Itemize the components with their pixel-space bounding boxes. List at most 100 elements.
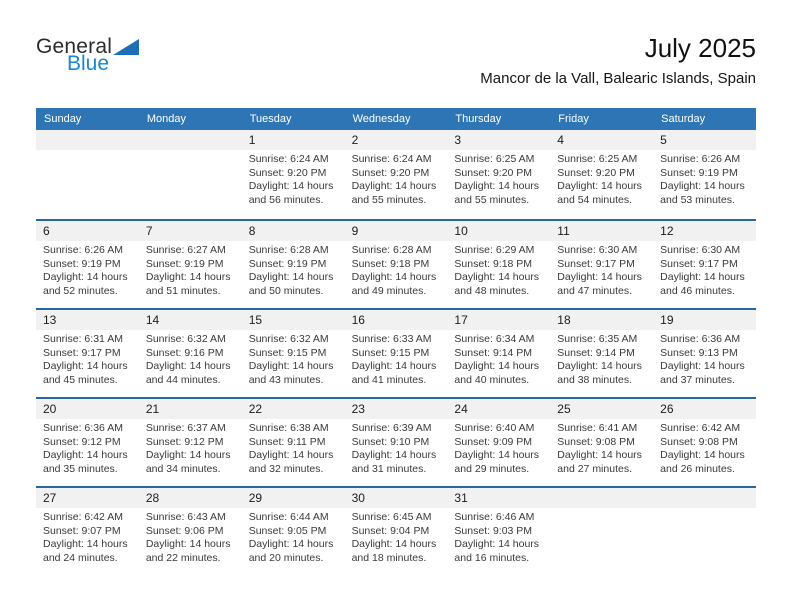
day-details: Sunrise: 6:28 AM Sunset: 9:18 PM Daylight:…	[345, 241, 448, 298]
day-cell-3: 3 Sunrise: 6:25 AM Sunset: 9:20 PM Daylight…	[447, 130, 551, 219]
day-details: Sunrise: 6:39 AM Sunset: 9:10 PM Daylight:…	[345, 419, 448, 476]
day-number	[138, 130, 242, 150]
day-sunrise-text: Sunrise: 6:24 AM	[351, 153, 432, 165]
logo-triangle-icon	[113, 39, 140, 55]
day-number	[550, 488, 654, 508]
day-sunrise-text: Sunrise: 6:24 AM	[248, 153, 329, 165]
day-sunset-text: Sunset: 9:20 PM	[557, 166, 635, 179]
weekday-header-row: Sunday Monday Tuesday Wednesday Thursday Frid…	[36, 108, 756, 130]
day-sunrise-text: Sunrise: 6:27 AM	[145, 244, 226, 256]
day-sunset-text: Sunset: 9:11 PM	[248, 435, 326, 448]
day-sunrise-text: Sunrise: 6:38 AM	[248, 422, 329, 434]
day-cell-19: 19 Sunrise: 6:36 AM Sunset: 9:13 PM Dayligh…	[653, 310, 756, 397]
day-number: 19	[653, 310, 756, 330]
day-details: Sunrise: 6:45 AM Sunset: 9:04 PM Daylight:…	[345, 508, 448, 565]
day-number: 27	[36, 488, 139, 508]
day-sunset-text: Sunset: 9:18 PM	[454, 257, 533, 270]
day-details: Sunrise: 6:34 AM Sunset: 9:14 PM Daylight:…	[447, 330, 550, 387]
day-number: 18	[550, 310, 654, 330]
day-details: Sunrise: 6:24 AM Sunset: 9:20 PM Daylight:…	[242, 150, 345, 207]
day-details: Sunrise: 6:44 AM Sunset: 9:05 PM Daylight:…	[242, 508, 345, 565]
day-sunset-text: Sunset: 9:12 PM	[43, 435, 121, 448]
day-cell-13: 13 Sunrise: 6:31 AM Sunset: 9:17 PM Dayligh…	[36, 310, 139, 397]
day-number: 23	[344, 399, 448, 419]
day-sunset-text: Sunset: 9:07 PM	[43, 524, 121, 537]
day-cell-25: 25 Sunrise: 6:41 AM Sunset: 9:08 PM Dayligh…	[550, 399, 654, 486]
day-cell-20: 20 Sunrise: 6:36 AM Sunset: 9:12 PM Dayligh…	[36, 399, 139, 486]
day-details: Sunrise: 6:41 AM Sunset: 9:08 PM Daylight:…	[550, 419, 653, 476]
day-daylight-text: Daylight: 14 hours and 43 minutes.	[248, 360, 334, 386]
day-sunset-text: Sunset: 9:08 PM	[660, 435, 738, 448]
day-daylight-text: Daylight: 14 hours and 54 minutes.	[557, 180, 642, 206]
day-cell-29: 29 Sunrise: 6:44 AM Sunset: 9:05 PM Dayligh…	[241, 488, 345, 575]
day-sunrise-text: Sunrise: 6:28 AM	[351, 244, 432, 256]
day-details: Sunrise: 6:32 AM Sunset: 9:16 PM Daylight:…	[139, 330, 242, 387]
day-cell-17: 17 Sunrise: 6:34 AM Sunset: 9:14 PM Dayligh…	[447, 310, 551, 397]
weekday-header-monday: Monday	[146, 113, 186, 125]
day-sunrise-text: Sunrise: 6:41 AM	[557, 422, 638, 434]
day-daylight-text: Daylight: 14 hours and 24 minutes.	[43, 538, 128, 564]
day-daylight-text: Daylight: 14 hours and 48 minutes.	[454, 271, 540, 297]
day-sunset-text: Sunset: 9:19 PM	[145, 257, 224, 270]
day-cell-31: 31 Sunrise: 6:46 AM Sunset: 9:03 PM Dayligh…	[447, 488, 551, 575]
day-sunset-text: Sunset: 9:03 PM	[454, 524, 533, 537]
day-sunset-text: Sunset: 9:08 PM	[557, 435, 635, 448]
day-daylight-text: Daylight: 14 hours and 22 minutes.	[145, 538, 231, 564]
day-daylight-text: Daylight: 14 hours and 52 minutes.	[43, 271, 128, 297]
day-number: 9	[344, 221, 448, 241]
location-subtitle: Mancor de la Vall, Balearic Islands, Spa…	[480, 69, 756, 87]
day-cell-5: 5 Sunrise: 6:26 AM Sunset: 9:19 PM Daylight…	[653, 130, 756, 219]
day-sunrise-text: Sunrise: 6:44 AM	[248, 511, 329, 523]
day-daylight-text: Daylight: 14 hours and 32 minutes.	[248, 449, 334, 475]
day-daylight-text: Daylight: 14 hours and 40 minutes.	[454, 360, 540, 386]
day-cell-10: 10 Sunrise: 6:29 AM Sunset: 9:18 PM Dayligh…	[447, 221, 551, 308]
day-number: 5	[653, 130, 756, 150]
day-daylight-text: Daylight: 14 hours and 16 minutes.	[454, 538, 540, 564]
day-number: 1	[241, 130, 345, 150]
day-details: Sunrise: 6:25 AM Sunset: 9:20 PM Daylight:…	[550, 150, 653, 207]
weekday-header-tuesday: Tuesday	[249, 113, 292, 125]
day-cell-21: 21 Sunrise: 6:37 AM Sunset: 9:12 PM Dayligh…	[138, 399, 242, 486]
page-title: July 2025	[644, 33, 756, 63]
day-cell-18: 18 Sunrise: 6:35 AM Sunset: 9:14 PM Dayligh…	[550, 310, 654, 397]
day-number: 6	[36, 221, 139, 241]
day-daylight-text: Daylight: 14 hours and 55 minutes.	[454, 180, 540, 206]
day-details: Sunrise: 6:38 AM Sunset: 9:11 PM Daylight:…	[242, 419, 345, 476]
day-sunset-text: Sunset: 9:04 PM	[351, 524, 430, 537]
logo-text-general: General	[36, 35, 113, 58]
day-number: 8	[241, 221, 345, 241]
day-number	[36, 130, 139, 150]
day-cell-1: 1 Sunrise: 6:24 AM Sunset: 9:20 PM Daylight…	[241, 130, 345, 219]
day-sunrise-text: Sunrise: 6:37 AM	[145, 422, 226, 434]
day-number: 31	[447, 488, 551, 508]
weekday-header-sunday: Sunday	[44, 113, 82, 125]
day-daylight-text: Daylight: 14 hours and 37 minutes.	[660, 360, 745, 386]
day-sunrise-text: Sunrise: 6:30 AM	[557, 244, 638, 256]
day-details: Sunrise: 6:30 AM Sunset: 9:17 PM Daylight:…	[653, 241, 756, 298]
day-details: Sunrise: 6:24 AM Sunset: 9:20 PM Daylight:…	[345, 150, 448, 207]
day-sunset-text: Sunset: 9:15 PM	[248, 346, 327, 359]
day-details	[36, 150, 139, 153]
day-sunset-text: Sunset: 9:20 PM	[248, 166, 327, 179]
day-cell-27: 27 Sunrise: 6:42 AM Sunset: 9:07 PM Dayligh…	[36, 488, 139, 575]
day-number: 17	[447, 310, 551, 330]
day-number: 29	[241, 488, 345, 508]
day-sunset-text: Sunset: 9:05 PM	[248, 524, 327, 537]
week-row: 27 Sunrise: 6:42 AM Sunset: 9:07 PM Dayligh…	[36, 486, 756, 575]
day-details: Sunrise: 6:37 AM Sunset: 9:12 PM Daylight:…	[139, 419, 242, 476]
calendar-grid: Sunday Monday Tuesday Wednesday Thursday Frid…	[36, 108, 756, 575]
day-sunset-text: Sunset: 9:20 PM	[454, 166, 533, 179]
day-daylight-text: Daylight: 14 hours and 55 minutes.	[351, 180, 437, 206]
day-details: Sunrise: 6:28 AM Sunset: 9:19 PM Daylight:…	[242, 241, 345, 298]
day-cell-2: 2 Sunrise: 6:24 AM Sunset: 9:20 PM Daylight…	[344, 130, 448, 219]
day-cell-empty	[653, 488, 756, 575]
day-sunrise-text: Sunrise: 6:33 AM	[351, 333, 432, 345]
weekday-header-friday: Friday	[558, 113, 589, 125]
day-cell-empty	[550, 488, 654, 575]
day-details: Sunrise: 6:36 AM Sunset: 9:12 PM Daylight:…	[36, 419, 139, 476]
day-cell-4: 4 Sunrise: 6:25 AM Sunset: 9:20 PM Daylight…	[550, 130, 654, 219]
day-daylight-text: Daylight: 14 hours and 31 minutes.	[351, 449, 437, 475]
day-number: 28	[138, 488, 242, 508]
day-sunrise-text: Sunrise: 6:34 AM	[454, 333, 535, 345]
day-cell-6: 6 Sunrise: 6:26 AM Sunset: 9:19 PM Daylight…	[36, 221, 139, 308]
